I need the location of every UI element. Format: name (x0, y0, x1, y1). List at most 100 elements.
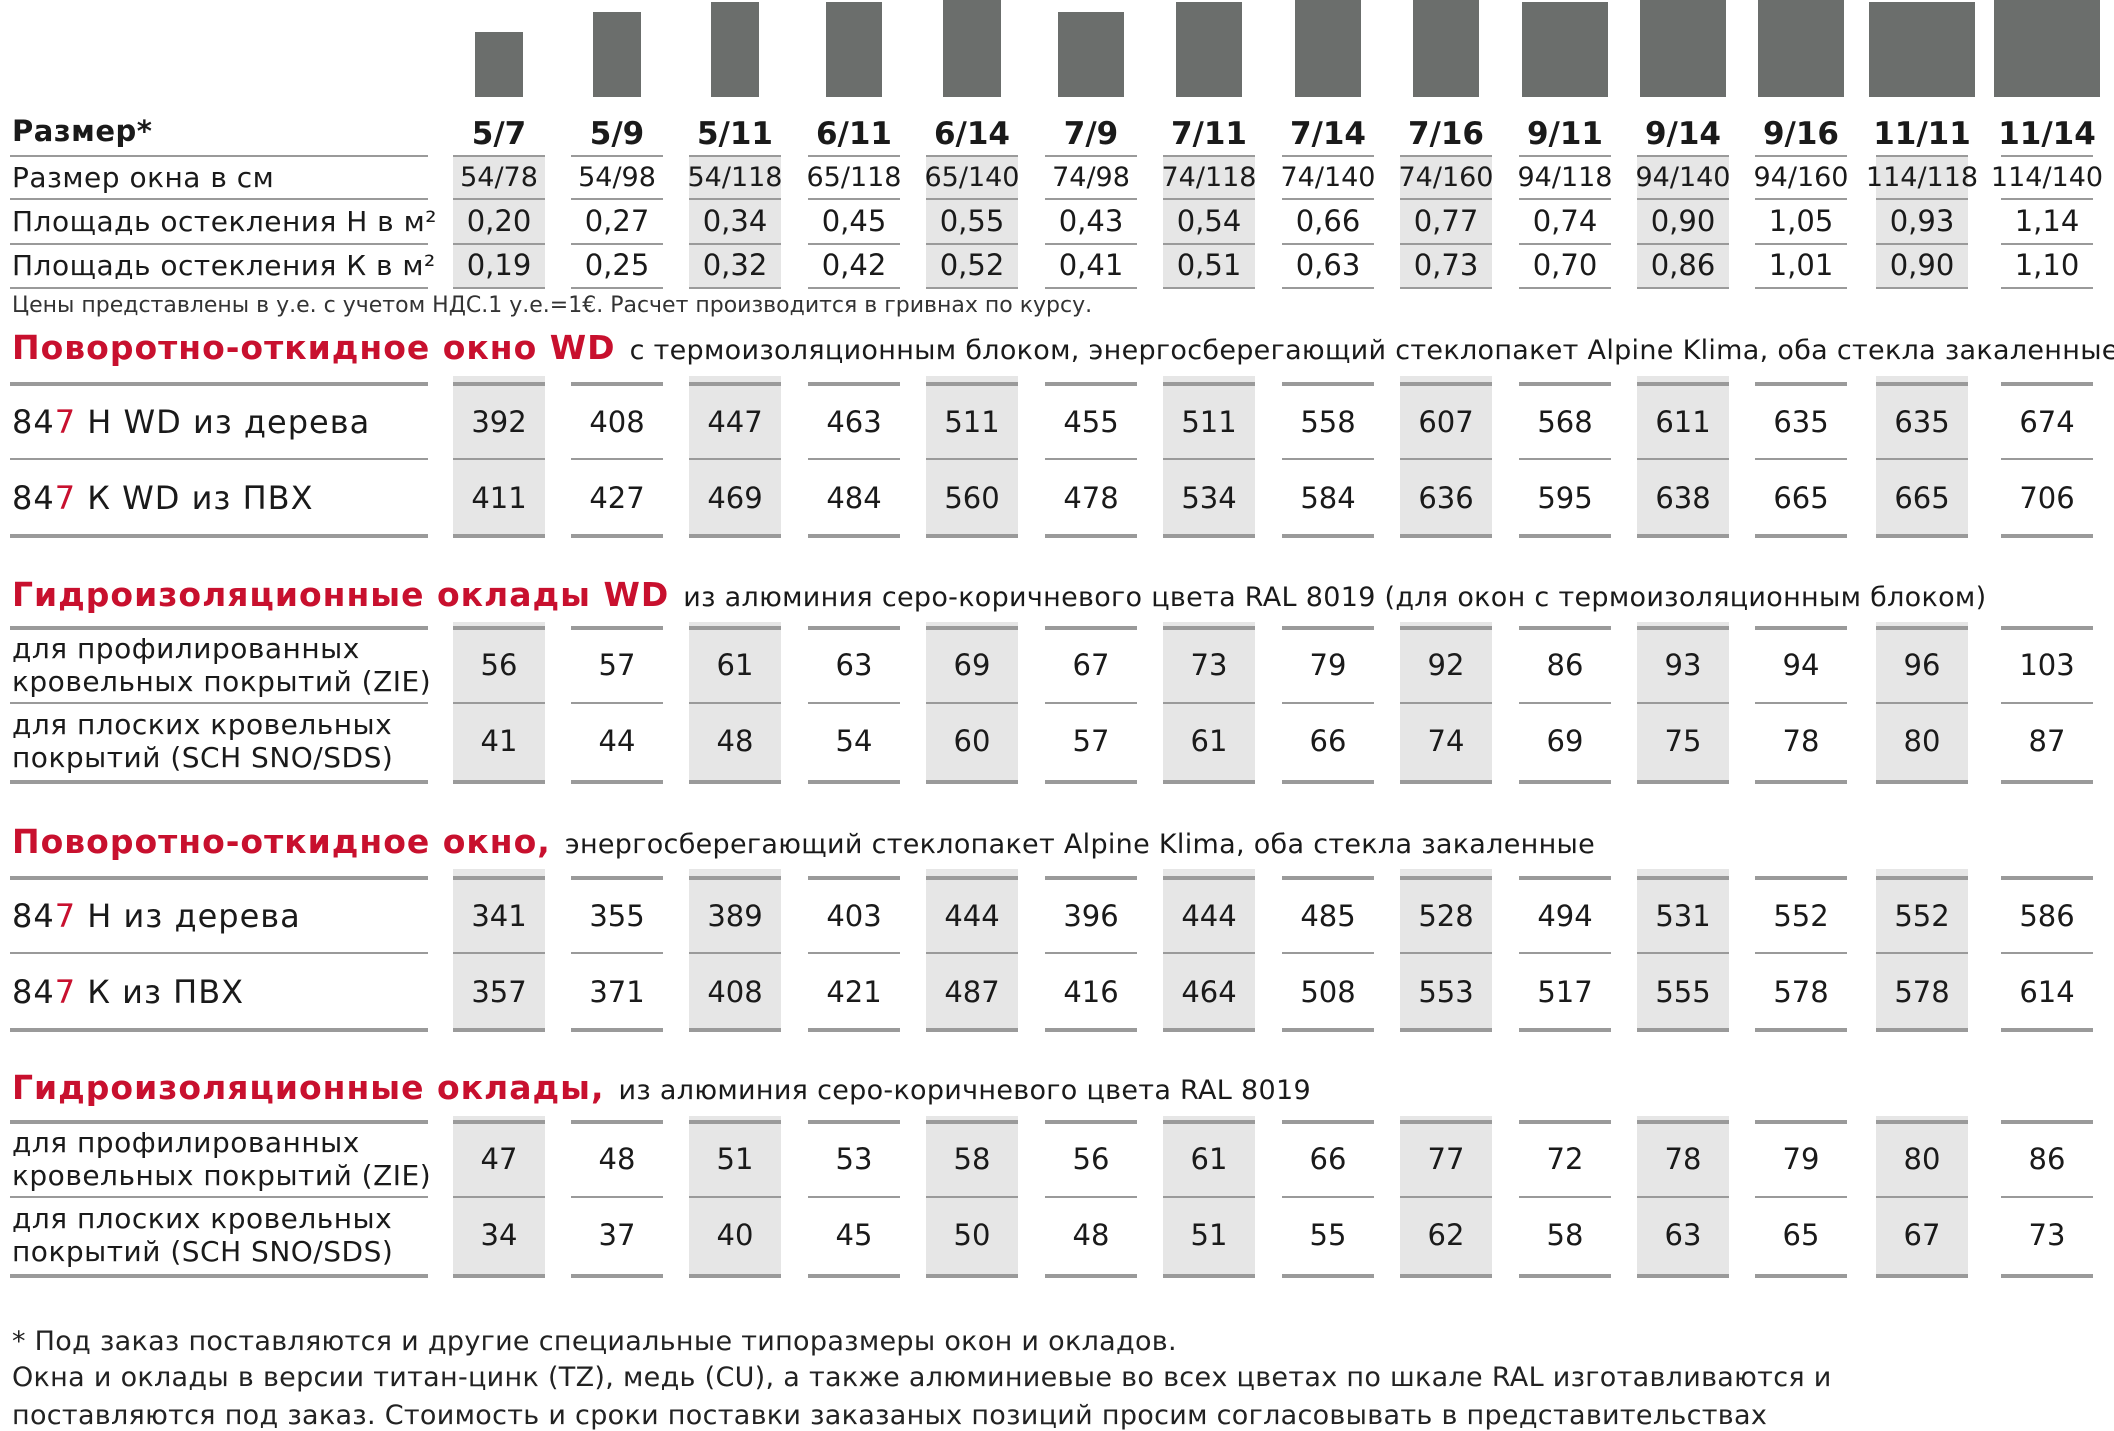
row-divider (571, 534, 663, 538)
table-cell: 78 (1664, 1142, 1702, 1176)
row-divider (1163, 287, 1255, 289)
table-cell: 54 (835, 724, 873, 758)
table-cell: 444 (1181, 899, 1237, 933)
table-cell: 86 (1546, 648, 1584, 682)
row-divider (1637, 458, 1729, 460)
table-cell: 578 (1894, 975, 1950, 1009)
table-cell: 534 (1181, 481, 1237, 515)
table-cell: 5/9 (589, 116, 645, 152)
row-divider (808, 287, 900, 289)
table-cell: 511 (1181, 405, 1237, 439)
row-label-line: покрытий (SCH SNO/SDS) (12, 1235, 394, 1268)
row-divider (10, 534, 428, 538)
table-cell: 469 (707, 481, 763, 515)
row-divider (10, 1028, 428, 1032)
row-divider (808, 534, 900, 538)
table-cell: 463 (826, 405, 882, 439)
table-cell: 1,01 (1768, 248, 1834, 282)
window-size-thumbnail (943, 0, 1001, 97)
table-cell: 416 (1063, 975, 1119, 1009)
row-divider (571, 243, 663, 245)
window-size-thumbnail (475, 32, 523, 97)
row-divider (808, 382, 900, 386)
table-cell: 114/140 (1990, 161, 2104, 193)
row-divider (10, 702, 428, 704)
section-description: энергосберегающий стеклопакет Alpine Kli… (564, 829, 1596, 860)
column-stripe (1163, 869, 1255, 1030)
row-divider (689, 952, 781, 954)
row-divider (1282, 155, 1374, 157)
table-cell: 0,45 (821, 204, 887, 238)
table-cell: 1,10 (2014, 248, 2080, 282)
row-divider (453, 243, 545, 245)
window-size-thumbnail (1758, 0, 1844, 97)
row-divider (1876, 155, 1968, 157)
table-cell: 48 (1072, 1218, 1110, 1252)
row-divider (1519, 287, 1611, 289)
row-divider (1637, 534, 1729, 538)
row-divider (571, 155, 663, 157)
table-cell: 7/16 (1407, 116, 1485, 152)
column-stripe (1637, 155, 1729, 288)
row-divider (1045, 534, 1137, 538)
row-divider (1876, 780, 1968, 784)
table-cell: 408 (707, 975, 763, 1009)
table-cell: 92 (1427, 648, 1465, 682)
row-divider (1163, 382, 1255, 386)
row-divider (1637, 702, 1729, 704)
table-cell: 78 (1782, 724, 1820, 758)
table-cell: 607 (1418, 405, 1474, 439)
row-divider (1519, 780, 1611, 784)
table-cell: 447 (707, 405, 763, 439)
row-divider (1045, 876, 1137, 880)
table-cell: 5/11 (696, 116, 774, 152)
table-cell: 94/118 (1517, 161, 1613, 193)
row-divider (926, 382, 1018, 386)
column-stripe (926, 869, 1018, 1030)
table-cell: 54/98 (578, 161, 656, 193)
table-cell: 341 (471, 899, 527, 933)
table-cell: 48 (598, 1142, 636, 1176)
row-divider (1637, 382, 1729, 386)
table-cell: 67 (1072, 648, 1110, 682)
row-divider (10, 952, 428, 954)
table-cell: 508 (1300, 975, 1356, 1009)
product-code-accent: 7 (54, 973, 77, 1011)
row-divider (926, 780, 1018, 784)
table-cell: 464 (1181, 975, 1237, 1009)
row-divider (1163, 198, 1255, 200)
table-cell: 0,41 (1058, 248, 1124, 282)
row-divider (689, 626, 781, 630)
row-divider (1519, 198, 1611, 200)
row-divider (1400, 1196, 1492, 1198)
table-cell: 558 (1300, 405, 1356, 439)
row-divider (1045, 1196, 1137, 1198)
table-cell: 484 (826, 481, 882, 515)
table-cell: 411 (471, 481, 527, 515)
section-heading: Поворотно-откидное окно, (12, 822, 551, 861)
row-label: 84 7 Н из дерева (12, 882, 301, 950)
row-label: для профилированных кровельных покрытий (… (12, 1124, 431, 1194)
row-divider (1282, 780, 1374, 784)
row-divider (2001, 626, 2093, 630)
table-cell: 69 (953, 648, 991, 682)
column-stripe (453, 869, 545, 1030)
row-divider (1755, 1274, 1847, 1278)
table-cell: 560 (944, 481, 1000, 515)
row-divider (1045, 198, 1137, 200)
row-divider (1637, 198, 1729, 200)
row-divider (1876, 1028, 1968, 1032)
row-divider (926, 702, 1018, 704)
row-divider (1755, 382, 1847, 386)
table-cell: 87 (2028, 724, 2066, 758)
table-cell: 103 (2019, 648, 2075, 682)
window-size-thumbnail (1869, 2, 1975, 97)
column-stripe (926, 376, 1018, 536)
table-cell: 552 (1894, 899, 1950, 933)
table-cell: 0,93 (1889, 204, 1955, 238)
row-divider (689, 1028, 781, 1032)
window-size-thumbnail (1640, 0, 1726, 97)
row-divider (1519, 243, 1611, 245)
table-cell: 1,05 (1768, 204, 1834, 238)
product-code-accent: 7 (54, 403, 77, 441)
